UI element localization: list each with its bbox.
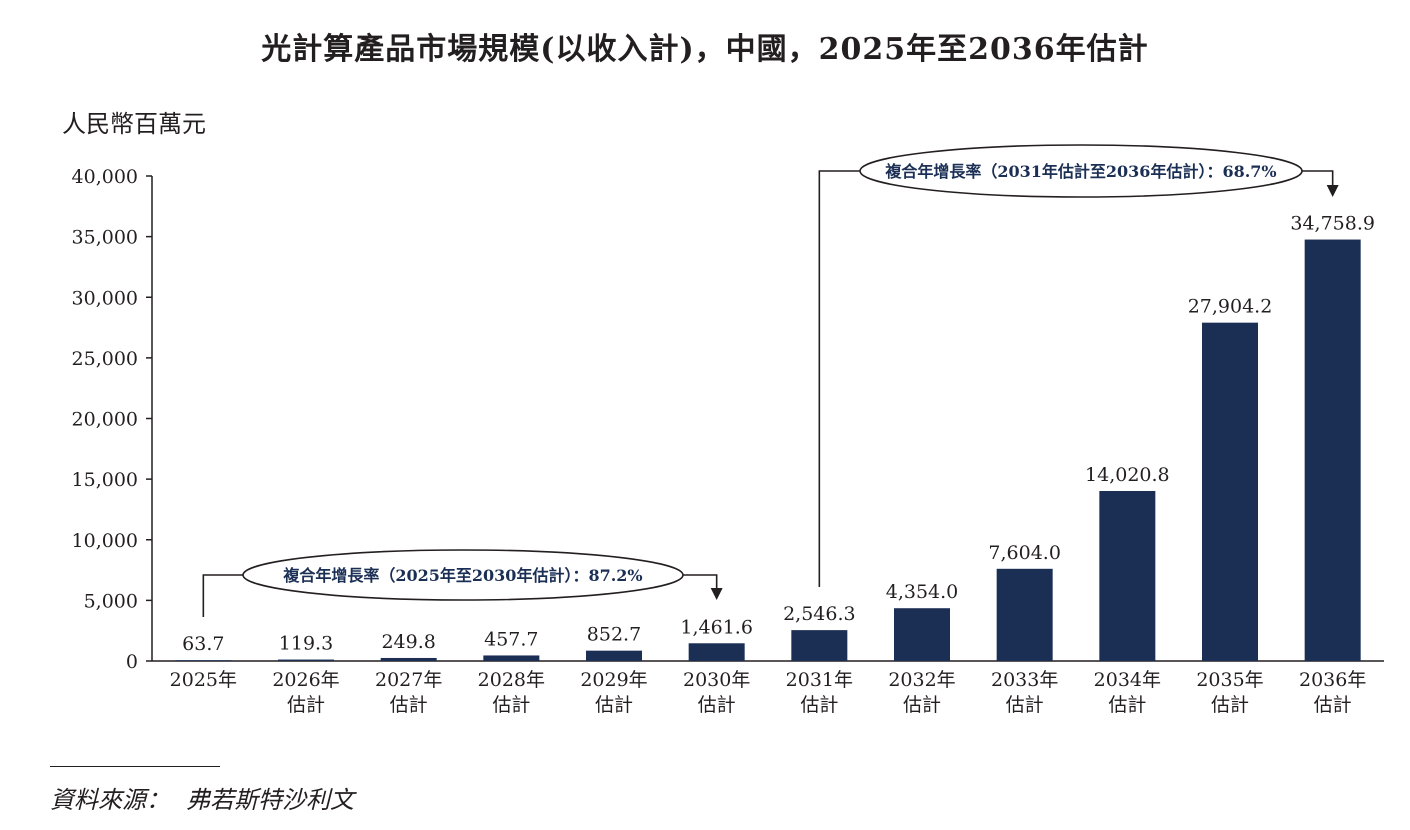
- bar-value-label: 7,604.0: [988, 542, 1061, 564]
- bar-value-label: 63.7: [182, 633, 224, 655]
- x-tick-label: 2027年: [375, 669, 442, 691]
- source-note: 資料來源： 弗若斯特沙利文: [50, 780, 370, 815]
- y-tick-label: 5,000: [84, 590, 138, 612]
- bar: [894, 608, 950, 661]
- bar-value-label: 34,758.9: [1290, 213, 1375, 235]
- chart-title: 光計算產品市場規模(以收入計)，中國，2025年至2036年估計: [261, 32, 1149, 67]
- x-tick-label: 估計: [492, 694, 530, 716]
- bar-value-label: 119.3: [279, 633, 333, 655]
- bar: [996, 568, 1053, 661]
- x-tick-label: 2031年: [786, 669, 853, 691]
- source-label: 資料來源：: [50, 786, 170, 814]
- x-tick-label: 2032年: [888, 669, 955, 691]
- x-tick-label: 2036年: [1299, 669, 1366, 691]
- bar: [1099, 490, 1156, 661]
- cagr-annotation-text: 複合年增長率（2031年估計至2036年估計）：68.7%: [884, 162, 1276, 181]
- x-tick-label: 2035年: [1196, 669, 1263, 691]
- x-tick-label: 估計: [1314, 694, 1352, 716]
- bar-chart: 0 5,000 10,000 15,000 20,000 25,000 30,000 35,0…: [72, 144, 1384, 716]
- source-divider: [50, 766, 220, 767]
- bar: [688, 643, 745, 661]
- bar: [483, 655, 540, 661]
- cagr-annotation-text: 複合年增長率（2025年至2030年估計）：87.2%: [282, 566, 642, 585]
- x-tick-label: 估計: [390, 694, 428, 716]
- x-tick-label: 2034年: [1094, 669, 1161, 691]
- bar: [278, 659, 334, 661]
- x-tick-label: 估計: [1108, 694, 1146, 716]
- source-text: 弗若斯特沙利文: [186, 786, 354, 814]
- bar-value-label: 27,904.2: [1188, 296, 1273, 318]
- cagr-ellipse: [242, 549, 684, 601]
- x-tick-label: 估計: [287, 694, 325, 716]
- bar: [791, 630, 848, 661]
- bar-value-label: 14,020.8: [1085, 464, 1170, 486]
- y-tick-label: 20,000: [72, 409, 138, 431]
- bar-value-label: 2,546.3: [783, 603, 856, 625]
- x-tick-label: 估計: [800, 694, 838, 716]
- y-tick-label: 40,000: [72, 166, 138, 188]
- cagr-bracket-line: [1302, 170, 1334, 187]
- bar-value-label: 4,354.0: [886, 581, 959, 603]
- y-tick-label: 0: [126, 651, 138, 673]
- cagr-bracket-line: [818, 170, 860, 587]
- x-tick-label: 估計: [903, 694, 941, 716]
- x-tick-label: 2026年: [272, 669, 339, 691]
- bar-value-label: 1,461.6: [680, 616, 753, 638]
- y-tick-label: 15,000: [72, 469, 138, 491]
- y-axis-unit-label: 人民幣百萬元: [62, 110, 206, 138]
- bar-value-label: 852.7: [587, 624, 641, 646]
- x-tick-label: 估計: [1211, 694, 1249, 716]
- cagr-arrowhead: [710, 588, 723, 600]
- cagr-bracket-line: [683, 574, 718, 590]
- x-tick-label: 2029年: [580, 669, 647, 691]
- bar: [175, 660, 232, 661]
- y-tick-label: 25,000: [72, 348, 138, 370]
- x-tick-label: 2028年: [478, 669, 545, 691]
- y-tick-label: 10,000: [72, 530, 138, 552]
- bar-value-label: 457.7: [484, 628, 538, 650]
- cagr-ellipse: [859, 144, 1303, 198]
- bar: [380, 657, 437, 661]
- bar-value-label: 249.8: [381, 631, 435, 653]
- x-tick-label: 估計: [595, 694, 633, 716]
- y-tick-label: 30,000: [72, 287, 138, 309]
- x-tick-label: 估計: [1006, 694, 1044, 716]
- x-tick-label: 2033年: [991, 669, 1058, 691]
- bar: [1202, 322, 1258, 661]
- y-tick-label: 35,000: [72, 227, 138, 249]
- x-tick-label: 2030年: [683, 669, 750, 691]
- cagr-bracket-line: [202, 574, 243, 617]
- x-tick-label: 估計: [698, 694, 736, 716]
- cagr-arrowhead: [1326, 185, 1339, 197]
- bar: [1304, 239, 1361, 661]
- bar: [586, 650, 642, 661]
- x-tick-label: 2025年: [170, 669, 237, 691]
